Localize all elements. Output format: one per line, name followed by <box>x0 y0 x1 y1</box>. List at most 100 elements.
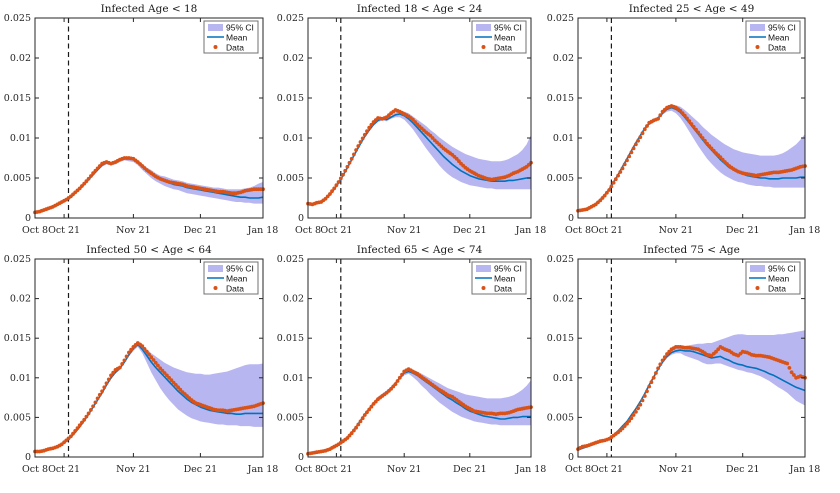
tick-marks <box>307 258 532 458</box>
legend-ci-label: 95% CI <box>768 23 796 33</box>
y-tick-label: 0.02 <box>553 294 574 305</box>
legend-data-label: Data <box>226 43 244 53</box>
x-tick-label: Oct 8 <box>22 225 48 236</box>
y-tick-label: 0.01 <box>10 373 31 384</box>
y-tick-label: 0.02 <box>553 53 574 64</box>
x-tick-label: Nov 21 <box>387 464 422 475</box>
legend-ci-label: 95% CI <box>226 264 254 274</box>
y-tick-label: 0.02 <box>10 294 31 305</box>
y-tick-label: 0.015 <box>4 333 31 344</box>
y-tick-label: 0.015 <box>277 93 304 104</box>
y-tick-label: 0.015 <box>4 93 31 104</box>
x-tick-label: Dec 21 <box>453 225 487 236</box>
tick-marks <box>34 258 264 458</box>
x-tick-label: Oct 21 <box>48 225 80 236</box>
x-tick-label: Oct 21 <box>48 464 80 475</box>
y-tick-label: 0.025 <box>277 254 304 265</box>
legend-ci-label: 95% CI <box>768 264 796 274</box>
legend-mean-label: Mean <box>768 274 790 284</box>
y-tick-label: 0 <box>568 213 574 224</box>
y-tick-label: 0.015 <box>547 333 574 344</box>
axes-box <box>577 258 806 458</box>
x-tick-label: Dec 21 <box>184 464 218 475</box>
legend-data-marker <box>481 45 486 49</box>
legend-data-label: Data <box>768 284 786 294</box>
x-tick-label: Oct 21 <box>591 464 623 475</box>
x-tick-label: Nov 21 <box>116 225 151 236</box>
x-tick-label: Dec 21 <box>184 225 218 236</box>
axes-box <box>307 258 532 458</box>
legend-data-label: Data <box>768 43 786 53</box>
tick-marks <box>307 17 532 219</box>
axis-tick-labels: Oct 8 Oct 21 Nov 21 Dec 21 Jan 18 0 0.005 0.01 0… <box>4 254 279 475</box>
legend-ci-swatch <box>476 265 491 272</box>
legend-ci-label: 95% CI <box>494 23 522 33</box>
legend-ci-swatch <box>208 24 223 31</box>
x-tick-label: Oct 8 <box>565 225 591 236</box>
axis-tick-labels: Oct 8 Oct 21 Nov 21 Dec 21 Jan 18 0 0.005 0.01 0… <box>277 254 547 475</box>
ci-band <box>578 330 805 451</box>
y-tick-label: 0.025 <box>547 254 574 265</box>
y-tick-label: 0.005 <box>4 173 31 184</box>
x-tick-label: Oct 8 <box>295 225 321 236</box>
x-tick-label: Nov 21 <box>659 464 694 475</box>
y-tick-label: 0.015 <box>547 93 574 104</box>
x-tick-label: Oct 8 <box>565 464 591 475</box>
y-tick-label: 0.02 <box>283 294 304 305</box>
subplot-5: Oct 8 Oct 21 Nov 21 Dec 21 Jan 18 0 0.005 0.01 0… <box>547 244 821 475</box>
subplot-title: Infected 65 < Age < 74 <box>357 244 483 256</box>
y-tick-label: 0.005 <box>547 412 574 423</box>
y-tick-label: 0.01 <box>283 133 304 144</box>
legend-mean-label: Mean <box>226 33 248 43</box>
axis-tick-labels: Oct 8 Oct 21 Nov 21 Dec 21 Jan 18 0 0.005 0.01 0… <box>547 254 821 475</box>
y-tick-label: 0.02 <box>283 53 304 64</box>
y-tick-label: 0.01 <box>283 373 304 384</box>
legend-data-marker <box>481 286 486 290</box>
mean-line <box>34 158 264 214</box>
x-tick-label: Nov 21 <box>387 225 422 236</box>
x-tick-label: Oct 21 <box>591 225 623 236</box>
data-markers <box>576 345 807 451</box>
y-tick-label: 0.015 <box>277 333 304 344</box>
legend-data-label: Data <box>494 43 512 53</box>
legend-ci-label: 95% CI <box>494 264 522 274</box>
legend-data-label: Data <box>494 284 512 294</box>
legend-mean-label: Mean <box>494 33 516 43</box>
x-tick-label: Oct 8 <box>22 464 48 475</box>
data-markers <box>306 367 533 456</box>
legend-mean-label: Mean <box>494 274 516 284</box>
x-tick-label: Oct 21 <box>320 225 352 236</box>
tick-marks <box>34 17 264 219</box>
axis-tick-labels: Oct 8 Oct 21 Nov 21 Dec 21 Jan 18 0 0.005 0.01 0… <box>4 13 279 236</box>
x-tick-label: Jan 18 <box>515 464 547 475</box>
subplot-title: Infected 50 < Age < 64 <box>86 244 212 256</box>
y-tick-label: 0.01 <box>553 133 574 144</box>
y-tick-label: 0.005 <box>547 173 574 184</box>
x-tick-label: Dec 21 <box>453 464 487 475</box>
subplot-title: Infected 18 < Age < 24 <box>357 3 483 15</box>
x-tick-label: Jan 18 <box>247 464 279 475</box>
y-tick-label: 0.005 <box>277 173 304 184</box>
y-tick-label: 0.025 <box>4 254 31 265</box>
axes-box <box>34 17 264 219</box>
x-tick-label: Oct 8 <box>295 464 321 475</box>
legend-ci-swatch <box>208 265 223 272</box>
subplot-0: Oct 8 Oct 21 Nov 21 Dec 21 Jan 18 0 0.005 0.01 0… <box>4 3 279 236</box>
x-tick-label: Jan 18 <box>789 225 821 236</box>
x-tick-label: Jan 18 <box>515 225 547 236</box>
y-tick-label: 0.025 <box>277 13 304 24</box>
axes-box <box>34 258 264 458</box>
x-tick-label: Oct 21 <box>320 464 352 475</box>
legend-ci-label: 95% CI <box>226 23 254 33</box>
y-tick-label: 0.01 <box>10 133 31 144</box>
y-tick-label: 0 <box>568 452 574 463</box>
data-markers <box>576 104 807 213</box>
y-tick-label: 0.005 <box>277 412 304 423</box>
axis-tick-labels: Oct 8 Oct 21 Nov 21 Dec 21 Jan 18 0 0.005 0.01 0… <box>547 13 821 236</box>
